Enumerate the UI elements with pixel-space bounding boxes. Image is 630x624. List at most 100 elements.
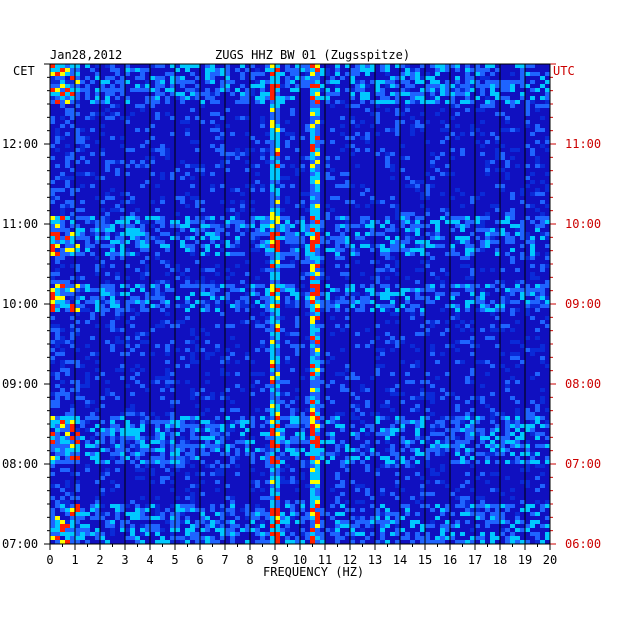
heatmap-cell — [245, 524, 250, 528]
heatmap-cell — [385, 540, 390, 544]
heatmap-cell — [295, 248, 300, 252]
heatmap-cell — [235, 304, 240, 308]
heatmap-cell — [140, 508, 145, 512]
heatmap-cell — [70, 520, 75, 524]
heatmap-cell — [495, 96, 500, 100]
heatmap-cell — [170, 116, 175, 120]
heatmap-cell — [50, 532, 55, 536]
heatmap-cell — [415, 448, 420, 452]
heatmap-cell — [275, 456, 280, 460]
heatmap-cell — [65, 84, 70, 88]
heatmap-cell — [420, 224, 425, 228]
heatmap-cell — [90, 232, 95, 236]
heatmap-cell — [60, 216, 65, 220]
heatmap-cell — [165, 112, 170, 116]
heatmap-cell — [260, 220, 265, 224]
heatmap-cell — [470, 380, 475, 384]
heatmap-cell — [200, 220, 205, 224]
heatmap-cell — [310, 84, 315, 88]
heatmap-cell — [140, 452, 145, 456]
heatmap-cell — [50, 348, 55, 352]
heatmap-cell — [315, 244, 320, 248]
heatmap-cell — [480, 152, 485, 156]
heatmap-cell — [275, 540, 280, 544]
heatmap-cell — [365, 84, 370, 88]
heatmap-cell — [530, 520, 535, 524]
heatmap-cell — [60, 72, 65, 76]
heatmap-cell — [440, 532, 445, 536]
heatmap-cell — [60, 292, 65, 296]
heatmap-cell — [200, 396, 205, 400]
heatmap-cell — [240, 208, 245, 212]
heatmap-cell — [145, 88, 150, 92]
heatmap-cell — [400, 528, 405, 532]
heatmap-cell — [350, 300, 355, 304]
heatmap-cell — [300, 76, 305, 80]
heatmap-cell — [340, 296, 345, 300]
heatmap-cell — [315, 452, 320, 456]
heatmap-cell — [220, 528, 225, 532]
heatmap-cell — [275, 516, 280, 520]
heatmap-cell — [460, 284, 465, 288]
heatmap-cell — [100, 264, 105, 268]
heatmap-cell — [350, 144, 355, 148]
heatmap-cell — [245, 160, 250, 164]
heatmap-cell — [310, 444, 315, 448]
heatmap-cell — [60, 204, 65, 208]
heatmap-cell — [195, 456, 200, 460]
heatmap-cell — [290, 260, 295, 264]
heatmap-cell — [270, 80, 275, 84]
heatmap-cell — [225, 372, 230, 376]
heatmap-cell — [505, 80, 510, 84]
heatmap-cell — [520, 500, 525, 504]
heatmap-cell — [310, 300, 315, 304]
heatmap-cell — [155, 420, 160, 424]
heatmap-cell — [140, 340, 145, 344]
heatmap-cell — [320, 368, 325, 372]
heatmap-cell — [70, 96, 75, 100]
heatmap-cell — [195, 536, 200, 540]
heatmap-cell — [385, 284, 390, 288]
spectrogram-chart — [0, 0, 630, 624]
heatmap-cell — [385, 308, 390, 312]
heatmap-cell — [130, 404, 135, 408]
heatmap-cell — [480, 436, 485, 440]
heatmap-cell — [485, 524, 490, 528]
heatmap-cell — [140, 368, 145, 372]
heatmap-cell — [485, 360, 490, 364]
heatmap-cell — [515, 352, 520, 356]
heatmap-cell — [450, 96, 455, 100]
heatmap-cell — [325, 292, 330, 296]
heatmap-cell — [175, 64, 180, 68]
heatmap-cell — [180, 224, 185, 228]
heatmap-cell — [235, 440, 240, 444]
heatmap-cell — [285, 300, 290, 304]
heatmap-cell — [250, 488, 255, 492]
heatmap-cell — [190, 352, 195, 356]
heatmap-cell — [365, 468, 370, 472]
heatmap-cell — [290, 88, 295, 92]
heatmap-cell — [400, 248, 405, 252]
heatmap-cell — [535, 72, 540, 76]
heatmap-cell — [530, 248, 535, 252]
heatmap-cell — [465, 304, 470, 308]
heatmap-cell — [360, 528, 365, 532]
heatmap-cell — [50, 528, 55, 532]
heatmap-cell — [245, 508, 250, 512]
heatmap-cell — [345, 524, 350, 528]
heatmap-cell — [60, 328, 65, 332]
heatmap-cell — [270, 464, 275, 468]
heatmap-cell — [475, 64, 480, 68]
heatmap-cell — [125, 304, 130, 308]
heatmap-cell — [150, 380, 155, 384]
heatmap-cell — [55, 528, 60, 532]
heatmap-cell — [360, 452, 365, 456]
heatmap-cell — [270, 156, 275, 160]
heatmap-cell — [205, 372, 210, 376]
heatmap-cell — [55, 400, 60, 404]
heatmap-cell — [360, 224, 365, 228]
heatmap-cell — [270, 296, 275, 300]
heatmap-cell — [410, 252, 415, 256]
heatmap-cell — [400, 120, 405, 124]
heatmap-cell — [305, 512, 310, 516]
